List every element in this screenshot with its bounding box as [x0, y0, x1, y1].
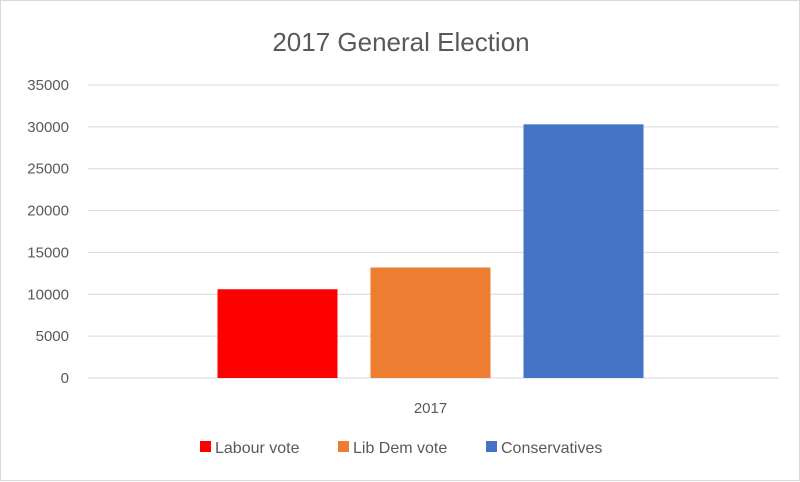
y-tick-label: 25000 — [27, 161, 69, 178]
y-tick-label: 5000 — [36, 328, 69, 345]
y-tick-label: 30000 — [27, 119, 69, 136]
bars — [217, 124, 644, 379]
bar-conservatives — [523, 124, 644, 379]
y-axis-ticks: 0 5000 10000 15000 20000 25000 30000 35000 — [27, 77, 69, 387]
legend-swatch — [200, 441, 211, 452]
legend-swatch — [486, 441, 497, 452]
x-axis-ticks: 2017 — [414, 400, 447, 417]
x-tick-label: 2017 — [414, 400, 447, 417]
legend-label: Conservatives — [501, 440, 602, 457]
legend-label: Labour vote — [215, 440, 300, 457]
y-tick-label: 35000 — [27, 77, 69, 94]
bar-lib-dem-vote — [370, 267, 491, 378]
y-tick-label: 0 — [61, 370, 69, 387]
legend-swatch — [338, 441, 349, 452]
y-tick-label: 10000 — [27, 286, 69, 303]
legend: Labour vote Lib Dem vote Conservatives — [200, 440, 602, 457]
chart-title: 2017 General Election — [272, 27, 529, 57]
y-tick-label: 15000 — [27, 244, 69, 261]
y-tick-label: 20000 — [27, 203, 69, 220]
bar-labour-vote — [217, 289, 338, 378]
legend-label: Lib Dem vote — [353, 440, 447, 457]
